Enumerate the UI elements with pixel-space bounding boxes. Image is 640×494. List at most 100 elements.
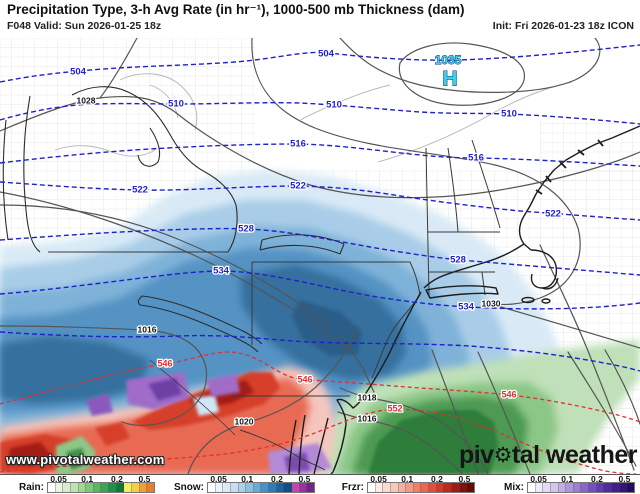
legend-color-segment <box>543 483 551 492</box>
contour-label: 510 <box>501 109 517 120</box>
legend-color-segment <box>398 483 407 492</box>
legend-color-segment <box>375 483 384 492</box>
legend-color-segment <box>276 483 285 492</box>
legend-color-segment <box>109 483 117 492</box>
legend-colorbar-frzr <box>367 482 475 493</box>
legend-color-segment <box>78 483 87 492</box>
legend-color-segment <box>383 483 391 492</box>
legend-color-segment <box>55 483 64 492</box>
legend-label-frzr: Frzr: <box>341 482 364 493</box>
contour-label: 1016 <box>358 413 377 423</box>
legend-tick: 0.5 <box>458 474 471 484</box>
legend-color-segment <box>619 483 628 492</box>
contour-label: 1030 <box>482 298 501 308</box>
legend-color-segment <box>238 483 247 492</box>
legend-group-rain: Rain: 0.05 0.1 0.2 0.5 <box>0 474 160 494</box>
warm-thickness-contours <box>0 351 640 474</box>
legend-color-segment <box>116 483 125 492</box>
legend-color-segment <box>467 483 474 492</box>
contour-labels-layer: 504 504 510 510 510 516 516 522 522 522 528 528 534 5… <box>69 47 562 427</box>
valid-time-label: F048 Valid: Sun 2026-01-25 18z <box>7 20 162 32</box>
legend-tick: 0.5 <box>618 474 631 484</box>
legend-color-segment <box>261 483 270 492</box>
contour-label: H <box>442 68 457 91</box>
legend-color-segment <box>93 483 102 492</box>
contour-label: 516 <box>290 139 306 150</box>
legend-color-segment <box>230 483 239 492</box>
legend-color-segment <box>421 483 430 492</box>
legend-color-segment <box>581 483 590 492</box>
legend-tick: 0.1 <box>241 474 254 484</box>
map-area: 504 504 510 510 510 516 516 522 522 522 528 528 534 5… <box>0 38 640 474</box>
legend-color-segment <box>246 483 254 492</box>
legend-colorbar-mix <box>527 482 635 493</box>
contour-label: 510 <box>168 99 184 110</box>
legend-color-segment <box>558 483 567 492</box>
contour-label: 546 <box>157 358 172 368</box>
legend-tick: 0.1 <box>401 474 414 484</box>
legend-color-segment <box>269 483 277 492</box>
legend-tick: 0.2 <box>110 474 123 484</box>
gear-icon: ⚙ <box>493 444 513 467</box>
contour-label: 546 <box>501 389 516 399</box>
legend-color-segment <box>253 483 262 492</box>
contour-label: 504 <box>70 67 87 78</box>
legend-tick: 0.05 <box>210 474 227 484</box>
legend-color-segment <box>48 483 56 492</box>
coastline <box>288 125 640 474</box>
contour-label: 1035 <box>435 53 462 67</box>
legend-color-segment <box>284 483 293 492</box>
precip-shading <box>0 170 640 474</box>
legend-color-segment <box>223 483 231 492</box>
legend-colorbar-rain <box>47 482 155 493</box>
legend-color-segment <box>307 483 314 492</box>
legend-color-segment <box>132 483 140 492</box>
legend-color-segment <box>101 483 110 492</box>
legend-color-segment <box>86 483 94 492</box>
legend-group-mix: Mix: 0.05 0.1 0.2 0.5 <box>480 474 640 494</box>
legend-color-segment <box>406 483 414 492</box>
legend-color-segment <box>612 483 620 492</box>
legend-color-segment <box>459 483 468 492</box>
pivotal-weather-logo: piv⚙tal weather <box>459 441 638 470</box>
legend-group-snow: Snow: 0.05 0.1 0.2 0.5 <box>160 474 320 494</box>
contour-label: 1016 <box>138 324 157 334</box>
contour-label: 528 <box>238 224 254 235</box>
legend-color-segment <box>390 483 399 492</box>
legend-color-segment <box>215 483 224 492</box>
precip-legend: Rain: 0.05 0.1 0.2 0.5 Snow: 0.05 0.1 0.2 0.5 Frzr… <box>0 474 640 494</box>
legend-color-segment <box>535 483 544 492</box>
map-title: Precipitation Type, 3-h Avg Rate (in hr⁻… <box>7 2 465 17</box>
init-time-label: Init: Fri 2026-01-23 18z ICON <box>492 20 634 32</box>
legend-tick: 0.2 <box>270 474 283 484</box>
legend-label-rain: Rain: <box>19 482 44 493</box>
legend-color-segment <box>589 483 597 492</box>
legend-tick: 0.5 <box>298 474 311 484</box>
legend-color-segment <box>566 483 574 492</box>
contour-label: 516 <box>468 153 484 164</box>
legend-tick: 0.2 <box>430 474 443 484</box>
legend-color-segment <box>452 483 460 492</box>
legend-color-segment <box>413 483 422 492</box>
legend-color-segment <box>208 483 216 492</box>
legend-color-segment <box>573 483 582 492</box>
pressure-contours <box>0 38 640 474</box>
legend-tick: 0.05 <box>370 474 387 484</box>
legend-color-segment <box>550 483 559 492</box>
legend-tick: 0.05 <box>50 474 67 484</box>
contour-label: 552 <box>387 403 402 413</box>
contour-label: 1028 <box>77 95 96 105</box>
legend-color-segment <box>70 483 79 492</box>
watermark: www.pivotalweather.com <box>6 452 165 467</box>
contour-label: 546 <box>297 374 312 384</box>
legend-color-segment <box>444 483 453 492</box>
legend-tick: 0.2 <box>590 474 603 484</box>
map-header: Precipitation Type, 3-h Avg Rate (in hr⁻… <box>0 0 640 38</box>
legend-color-segment <box>604 483 613 492</box>
legend-tick: 0.05 <box>530 474 547 484</box>
legend-color-segment <box>429 483 437 492</box>
contour-label: 534 <box>458 302 475 313</box>
legend-color-segment <box>124 483 133 492</box>
legend-colorbar-snow <box>207 482 315 493</box>
